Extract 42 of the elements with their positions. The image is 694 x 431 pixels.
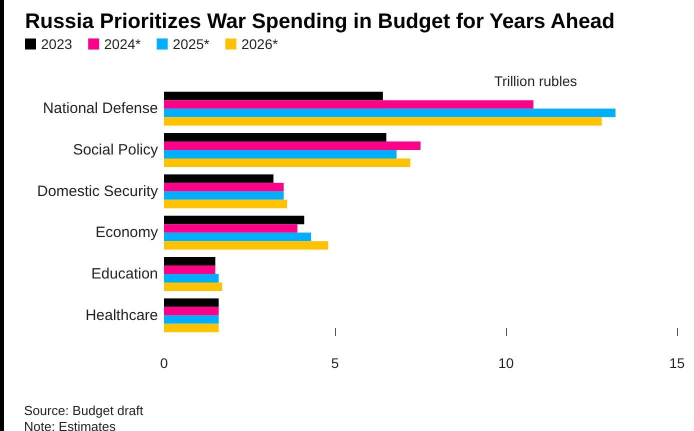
legend-label: 2023 [41,36,72,52]
x-tick-label: 15 [669,355,685,371]
bar [164,150,397,158]
bar [164,117,602,126]
bar [164,174,274,183]
bar [164,232,312,242]
bar [164,200,288,208]
x-tick-label: 10 [498,355,514,371]
bar [164,266,216,274]
bar [164,274,219,282]
bar [164,315,219,324]
bar [164,257,216,266]
y-tick-label: Economy [95,224,158,242]
bar [164,324,219,332]
source-note: Source: Budget draft [24,403,144,418]
bar [164,142,420,150]
bar [164,182,284,192]
bar [164,191,284,200]
bar [164,216,304,224]
bar [164,108,616,118]
y-tick-label: Education [91,266,158,282]
bar [164,92,383,100]
x-axis-title: Trillion rubles [494,73,577,89]
chart-title: Russia Prioritizes War Spending in Budget for Years Ahead [25,10,615,33]
y-tick-label: Domestic Security [37,182,158,200]
text: Note: Estimates [24,419,116,431]
y-tick-label: National Defense [42,100,158,118]
x-tick-label: 5 [331,355,340,371]
legend-label: 2025* [172,36,210,52]
bar [164,298,219,307]
bar [164,133,386,142]
bar [164,282,222,291]
x-tick-label: 0 [160,355,168,371]
legend-label: 2026* [241,36,278,52]
y-tick-label: Social Policy [72,142,158,158]
y-tick-label: Healthcare [85,306,158,324]
legend-label: 2024* [104,36,142,52]
bar [164,100,534,109]
bar [164,241,328,250]
bar [164,224,298,233]
bar [164,158,410,167]
bar [164,306,219,316]
